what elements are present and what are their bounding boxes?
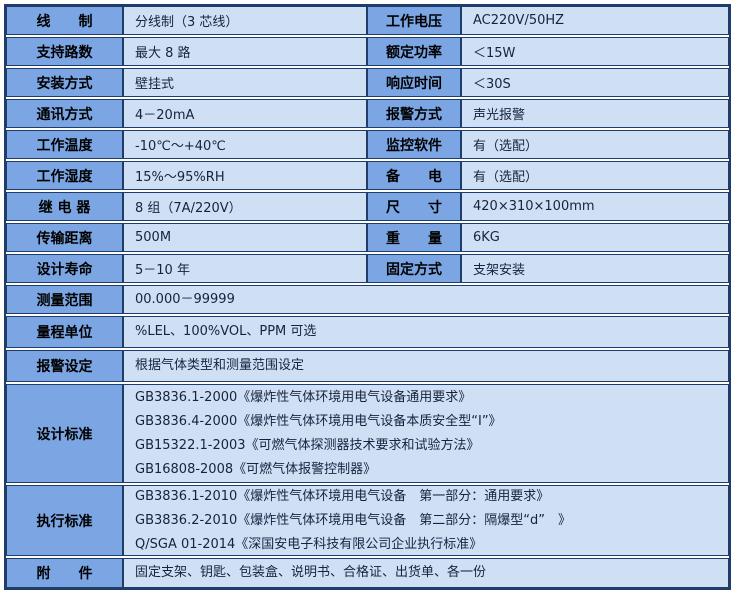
value-line: %LEL、100%VOL、PPM 可选 (135, 324, 317, 339)
spec-row: 传输距离 500M 重 量 6KG (6, 223, 729, 252)
value-cell: 固定支架、钥匙、包装盒、说明书、合格证、出货单、各一份 (123, 558, 729, 588)
spec-row: 安装方式 壁挂式 响应时间 ＜30S (6, 68, 729, 97)
value-line: 根据气体类型和测量范围设定 (135, 358, 305, 373)
spec-row: 附 件固定支架、钥匙、包装盒、说明书、合格证、出货单、各一份 (6, 558, 729, 588)
spec-row: 通讯方式 4－20mA 报警方式 声光报警 (6, 99, 729, 128)
label-cell: 工作温度 (6, 130, 123, 159)
label-cell: 通讯方式 (6, 99, 123, 128)
label-cell: 额定功率 (367, 37, 461, 66)
value-line: 固定支架、钥匙、包装盒、说明书、合格证、出货单、各一份 (135, 565, 487, 580)
spec-row: 工作湿度 15%～95%RH 备 电有（选配） (6, 161, 729, 190)
value-cell: 最大 8 路 (123, 37, 367, 66)
value-cell: 壁挂式 (123, 68, 367, 97)
value-cell: 有（选配） (461, 130, 729, 159)
spec-row: 报警设定 根据气体类型和测量范围设定 (6, 350, 729, 382)
label-cell: 工作湿度 (6, 161, 123, 190)
value-cell: 根据气体类型和测量范围设定 (123, 350, 729, 382)
spec-row: 设计标准 GB3836.1-2000《爆炸性气体环境用电气设备通用要求》 GB383… (6, 384, 729, 483)
label-cell: 响应时间 (367, 68, 461, 97)
label-cell: 传输距离 (6, 223, 123, 252)
value-cell: 有（选配） (461, 161, 729, 190)
value-cell: 支架安装 (461, 254, 729, 283)
spec-row: 设计寿命 5－10 年固定方式 支架安装 (6, 254, 729, 283)
label-cell: 报警设定 (6, 350, 123, 382)
spec-row: 线 制分线制（3 芯线） 工作电压 AC220V/50HZ (6, 6, 729, 35)
label-cell: 设计寿命 (6, 254, 123, 283)
value-cell: 500M (123, 223, 367, 252)
value-cell: 6KG (461, 223, 729, 252)
value-cell: 8 组（7A/220V） (123, 192, 367, 221)
label-cell: 安装方式 (6, 68, 123, 97)
value-cell: 4－20mA (123, 99, 367, 128)
spec-row: 工作温度 -10℃～+40℃ 监控软件 有（选配） (6, 130, 729, 159)
value-line: 00.000－99999 (135, 291, 235, 307)
spec-row: 量程单位 %LEL、100%VOL、PPM 可选 (6, 316, 729, 348)
value-line: GB3836.4-2000《爆炸性气体环境用电气设备本质安全型“Ⅰ”》 (135, 413, 502, 429)
label-cell: 监控软件 (367, 130, 461, 159)
value-line: GB3836.2-2010《爆炸性气体环境用电气设备 第二部分：隔爆型“d” 》 (135, 512, 571, 528)
label-cell: 执行标准 (6, 485, 123, 556)
value-line: GB15322.1-2003《可燃气体探测器技术要求和试验方法》 (135, 437, 480, 453)
value-cell: ＜15W (461, 37, 729, 66)
label-cell: 报警方式 (367, 99, 461, 128)
label-cell: 工作电压 (367, 6, 461, 35)
value-cell: 分线制（3 芯线） (123, 6, 367, 35)
value-line: GB3836.1-2010《爆炸性气体环境用电气设备 第一部分：通用要求》 (135, 488, 550, 504)
value-cell: ＜30S (461, 68, 729, 97)
value-cell: GB3836.1-2000《爆炸性气体环境用电气设备通用要求》 GB3836.4-… (123, 384, 729, 483)
value-line: GB16808-2008《可燃气体报警控制器》 (135, 461, 377, 477)
label-cell: 支持路数 (6, 37, 123, 66)
value-cell: 00.000－99999 (123, 285, 729, 314)
value-cell: GB3836.1-2010《爆炸性气体环境用电气设备 第一部分：通用要求》 GB3… (123, 485, 729, 556)
value-cell: 声光报警 (461, 99, 729, 128)
value-cell: 420×310×100mm (461, 192, 729, 221)
label-cell: 固定方式 (367, 254, 461, 283)
value-cell: 5－10 年 (123, 254, 367, 283)
spec-row: 测量范围 00.000－99999 (6, 285, 729, 314)
value-cell: 15%～95%RH (123, 161, 367, 190)
value-cell: %LEL、100%VOL、PPM 可选 (123, 316, 729, 348)
spec-table: 线 制分线制（3 芯线） 工作电压 AC220V/50HZ 支持路数 最大 8 路额定功… (4, 4, 731, 590)
spec-row: 执行标准 GB3836.1-2010《爆炸性气体环境用电气设备 第一部分：通用要求… (6, 485, 729, 556)
value-line: GB3836.1-2000《爆炸性气体环境用电气设备通用要求》 (135, 389, 472, 405)
value-cell: AC220V/50HZ (461, 6, 729, 35)
label-cell: 测量范围 (6, 285, 123, 314)
label-cell: 尺 寸 (367, 192, 461, 221)
label-cell: 重 量 (367, 223, 461, 252)
value-cell: -10℃～+40℃ (123, 130, 367, 159)
label-cell: 继 电 器 (6, 192, 123, 221)
label-cell: 线 制 (6, 6, 123, 35)
value-line: Q/SGA 01-2014《深国安电子科技有限公司企业执行标准》 (135, 536, 483, 552)
label-cell: 量程单位 (6, 316, 123, 348)
label-cell: 设计标准 (6, 384, 123, 483)
spec-row: 支持路数 最大 8 路额定功率 ＜15W (6, 37, 729, 66)
label-cell: 附 件 (6, 558, 123, 588)
label-cell: 备 电 (367, 161, 461, 190)
